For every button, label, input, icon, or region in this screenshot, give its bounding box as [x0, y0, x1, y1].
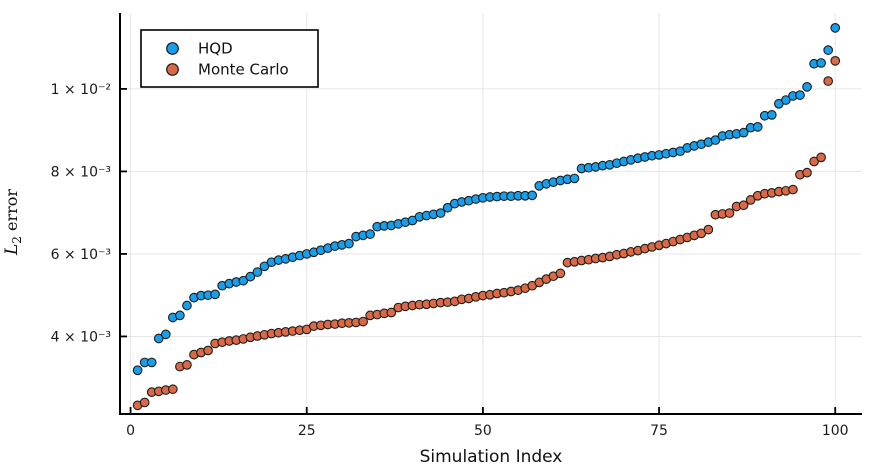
data-point	[527, 190, 538, 201]
y-title-subscript: 2	[10, 236, 24, 244]
series-hqd	[132, 23, 841, 376]
data-point	[203, 345, 213, 356]
x-tick-label: 25	[298, 423, 316, 439]
data-point	[358, 316, 368, 327]
data-point	[738, 200, 749, 211]
data-point	[809, 156, 819, 167]
legend-marker-monte-carlo-icon	[166, 63, 179, 76]
data-point	[781, 95, 791, 105]
legend-marker-hqd-icon	[166, 42, 179, 55]
data-point	[160, 329, 171, 340]
data-point	[738, 127, 749, 138]
data-point	[766, 110, 777, 120]
data-point	[238, 275, 249, 286]
x-tick-label: 75	[650, 423, 668, 439]
y-tick-label: 6 × 10⁻³	[51, 247, 111, 263]
data-point	[555, 268, 566, 279]
data-point	[724, 208, 735, 218]
data-point	[788, 184, 798, 195]
data-point	[795, 90, 805, 100]
data-point	[365, 229, 376, 239]
tick-labels: 0 25 50 75 100 4 × 10⁻³ 6 × 10⁻³ 8 × 10⁻³ 1 × 10…	[51, 82, 849, 439]
y-tick-label: 8 × 10⁻³	[51, 164, 111, 180]
data-point	[802, 167, 812, 178]
x-tick-label: 0	[126, 423, 135, 439]
data-point	[139, 397, 150, 408]
data-points	[132, 23, 841, 411]
x-tick-label: 100	[822, 423, 849, 439]
x-axis-title: Simulation Index	[420, 447, 563, 467]
data-point	[182, 360, 192, 370]
data-point	[167, 384, 178, 395]
data-point	[132, 365, 143, 376]
data-point	[752, 122, 763, 132]
data-point	[710, 135, 721, 145]
data-point	[259, 261, 270, 272]
data-point	[153, 333, 164, 344]
data-point	[830, 56, 841, 66]
data-point	[146, 357, 157, 368]
data-point	[442, 202, 453, 213]
data-point	[252, 267, 263, 277]
data-point	[435, 208, 446, 218]
data-point	[703, 224, 714, 235]
y-tick-label: 1 × 10⁻²	[51, 82, 111, 98]
data-point	[802, 81, 812, 92]
data-point	[210, 289, 220, 300]
data-point	[175, 310, 185, 321]
data-point	[823, 45, 834, 55]
data-point	[745, 195, 756, 205]
y-axis-title: L2 error	[2, 189, 24, 256]
x-tick-label: 50	[474, 423, 492, 439]
data-point	[823, 76, 834, 86]
legend-label-monte-carlo: Monte Carlo	[198, 61, 289, 79]
data-point	[344, 238, 354, 249]
svg-text:L2 error: L2 error	[2, 189, 24, 256]
data-point	[816, 152, 826, 163]
legend: HQD Monte Carlo	[140, 29, 319, 88]
data-point	[182, 300, 192, 311]
data-point	[245, 271, 256, 282]
data-point	[386, 307, 397, 318]
y-title-rest: error	[2, 189, 21, 236]
series-monte-carlo	[132, 56, 841, 411]
data-point	[816, 58, 826, 68]
y-tick-label: 4 × 10⁻³	[51, 329, 111, 345]
data-point	[569, 173, 580, 184]
data-point	[830, 23, 841, 33]
legend-box	[140, 29, 319, 88]
axes	[119, 13, 862, 415]
legend-label-hqd: HQD	[198, 40, 233, 58]
y-title-variable: L	[2, 244, 22, 256]
